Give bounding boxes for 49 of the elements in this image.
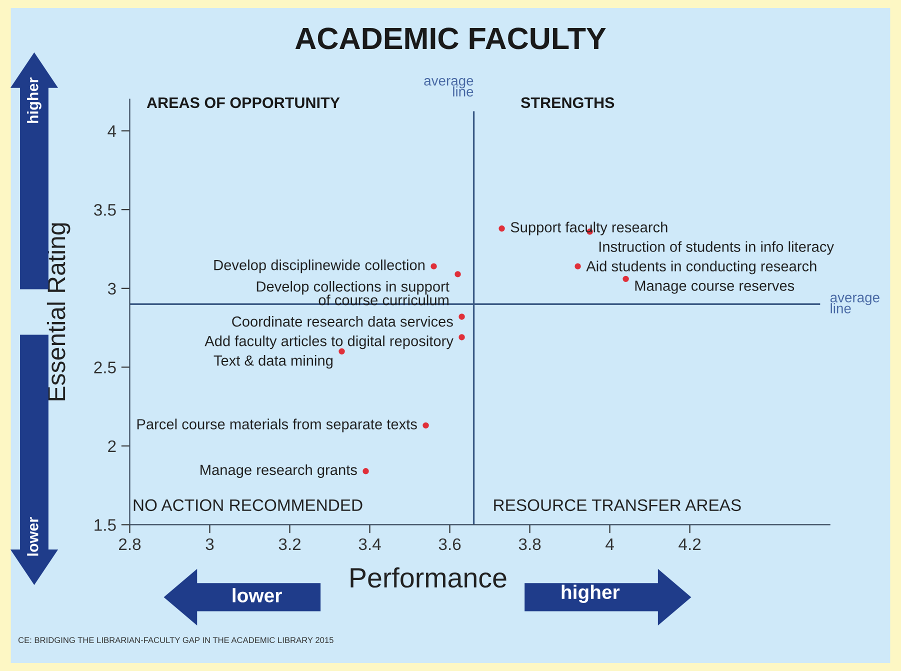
point bbox=[362, 468, 369, 474]
annotation: Text & data mining bbox=[214, 355, 332, 369]
text: higher bbox=[27, 78, 42, 123]
point bbox=[458, 314, 465, 320]
annotation: Support faculty research bbox=[510, 222, 668, 236]
point bbox=[458, 334, 465, 340]
point bbox=[498, 225, 505, 232]
annotation: Aid students in conducting research bbox=[586, 260, 816, 274]
point bbox=[338, 348, 345, 355]
x-tick-label: 4 bbox=[606, 538, 614, 550]
point bbox=[622, 276, 629, 282]
text: lower bbox=[27, 517, 38, 556]
annotation: Parcel course materials from separate texts bbox=[137, 418, 417, 432]
annotation: Add faculty articles to digital repository bbox=[204, 336, 454, 350]
annotation: Coordinate research data services bbox=[232, 316, 453, 327]
annotation: Manage course reserves bbox=[635, 280, 794, 294]
point bbox=[430, 263, 437, 270]
y-axis-title: Essential Rating bbox=[46, 223, 70, 400]
point bbox=[574, 263, 581, 270]
x-tick-label: 3 bbox=[206, 538, 214, 550]
point bbox=[454, 271, 461, 278]
text: lower bbox=[232, 588, 282, 602]
y-tick-label: 3 bbox=[108, 282, 116, 295]
y-tick-label: 2 bbox=[108, 440, 116, 452]
annotation: Develop collections in support of course curriculum bbox=[256, 280, 450, 306]
ref-line-label: average line bbox=[830, 294, 880, 314]
x-axis-title: Performance bbox=[350, 567, 506, 588]
annotation: RESOURCE TRANSFER AREAS bbox=[494, 499, 741, 512]
y-tick-label: 4 bbox=[108, 125, 116, 137]
annotation: Develop disciplinewide collection bbox=[214, 260, 425, 274]
annotation: Instruction of students in info literacy bbox=[599, 241, 834, 255]
text: higher bbox=[562, 584, 620, 603]
annotation: STRENGTHS bbox=[520, 97, 614, 108]
x-tick-label: 3.8 bbox=[518, 538, 541, 550]
annotation: Manage research grants bbox=[200, 464, 357, 478]
y-tick-label: 2.5 bbox=[94, 362, 116, 374]
x-tick-label: 3.2 bbox=[278, 538, 301, 550]
y-tick-label: 1.5 bbox=[94, 519, 116, 531]
ref-line-label: average line bbox=[424, 78, 474, 97]
text: CE: BRIDGING THE LIBRARIAN-FACULTY GAP IN THE ACADEMIC LIBRARY 2015 bbox=[18, 637, 334, 644]
x-tick-label: 3.6 bbox=[438, 538, 461, 550]
x-tick-label: 3.4 bbox=[358, 538, 381, 550]
point bbox=[422, 422, 429, 429]
x-tick-label: 2.8 bbox=[119, 538, 141, 550]
x-tick-label: 4.2 bbox=[678, 538, 701, 550]
chart-title: ACADEMIC FACULTY bbox=[295, 28, 606, 50]
annotation: AREAS OF OPPORTUNITY bbox=[146, 97, 340, 108]
annotation: NO ACTION RECOMMENDED bbox=[134, 499, 362, 512]
y-tick-label: 3.5 bbox=[94, 204, 116, 216]
